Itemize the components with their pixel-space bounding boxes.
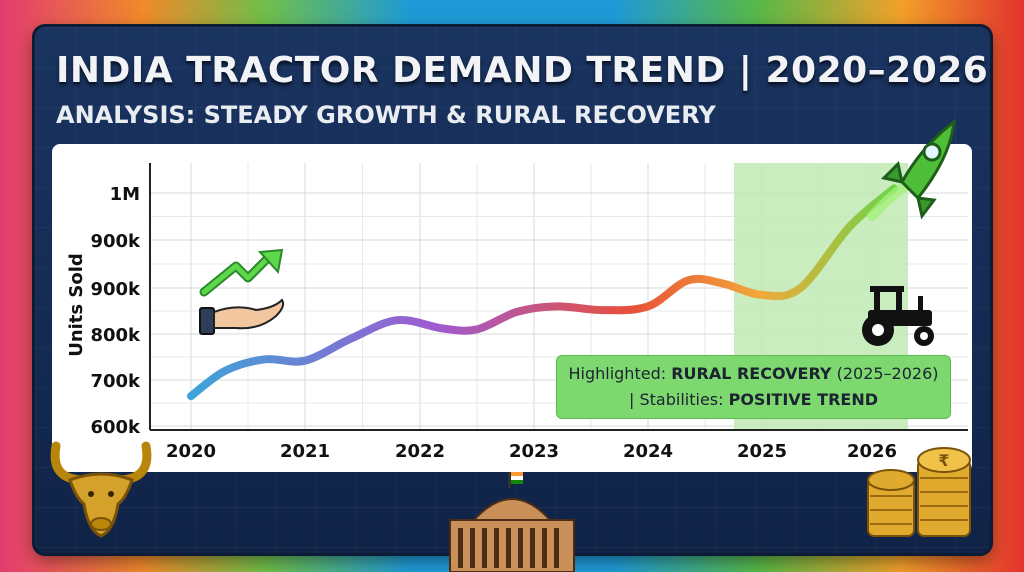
note-range: (2025–2026) [831, 364, 939, 383]
y-tick-label: 900k [90, 279, 141, 300]
x-tick-label: 2024 [623, 441, 673, 462]
parliament-icon [449, 472, 575, 572]
y-tick-label: 600k [90, 417, 141, 438]
x-tick-label: 2021 [280, 441, 330, 462]
highlight-annotation: Highlighted: RURAL RECOVERY (2025–2026) … [556, 355, 951, 419]
y-tick-label: 1M [110, 184, 140, 205]
tractor-icon [862, 286, 934, 346]
note-line2-prefix: | Stabilities: [629, 390, 729, 409]
note-prefix: Highlighted: [568, 364, 672, 383]
x-ticks: 2020 2021 2022 2023 2024 2025 2026 [166, 441, 897, 462]
x-tick-label: 2020 [166, 441, 216, 462]
svg-text:₹: ₹ [938, 451, 949, 470]
y-ticks: 600k 700k 800k 900k 900k 1M [90, 184, 141, 438]
x-tick-label: 2023 [509, 441, 559, 462]
y-axis-label: Units Sold [66, 253, 87, 357]
x-tick-label: 2022 [395, 441, 445, 462]
bull-icon [50, 441, 152, 538]
chart-title: INDIA TRACTOR DEMAND TREND | 2020–2026 [56, 50, 989, 91]
rocket-icon [867, 118, 956, 221]
x-tick-label: 2026 [847, 441, 897, 462]
y-tick-label: 900k [90, 231, 141, 252]
note-line2-highlight: POSITIVE TREND [728, 390, 878, 409]
rupee-coins-icon: ₹ [867, 447, 971, 537]
series-line [187, 184, 898, 401]
y-tick-label: 800k [90, 325, 141, 346]
note-highlight: RURAL RECOVERY [671, 364, 832, 383]
growth-hand-icon [199, 248, 285, 335]
x-tick-label: 2025 [737, 441, 787, 462]
chart-subtitle: ANALYSIS: STEADY GROWTH & RURAL RECOVERY [56, 101, 716, 129]
y-tick-label: 700k [90, 371, 141, 392]
